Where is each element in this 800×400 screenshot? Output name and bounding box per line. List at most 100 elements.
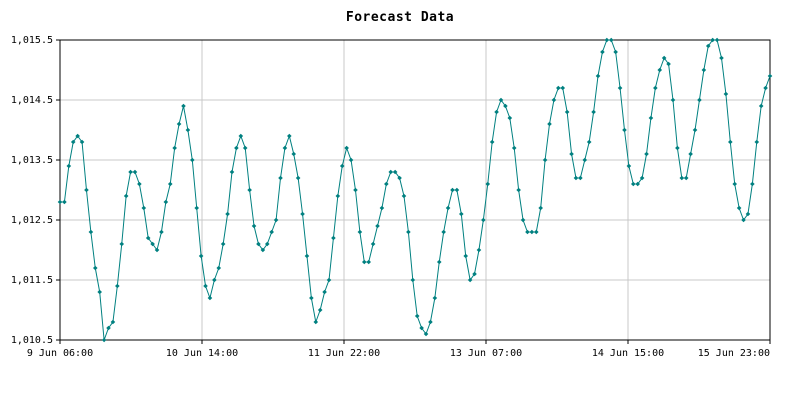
data-point-marker [683, 175, 689, 181]
data-point-marker [511, 145, 517, 151]
x-tick-label: 11 Jun 22:00 [308, 348, 380, 359]
data-point-marker [586, 139, 592, 145]
data-point-marker [264, 241, 270, 247]
data-point-marker [97, 289, 102, 295]
data-point-marker [317, 307, 323, 313]
data-point-marker [578, 175, 583, 181]
data-point-marker [666, 61, 671, 67]
data-point-marker [167, 181, 173, 187]
data-point-marker [454, 187, 460, 193]
data-point-marker [736, 205, 742, 211]
data-point-marker [172, 145, 177, 151]
data-point-marker [604, 37, 610, 43]
x-axis-tick-labels: 9 Jun 06:00 10 Jun 14:00 11 Jun 22:00 13 Ju… [27, 340, 771, 359]
data-point-marker [600, 49, 605, 55]
data-point-marker [754, 139, 760, 145]
data-point-marker [260, 247, 266, 253]
data-point-marker [670, 97, 676, 103]
data-point-marker [348, 157, 354, 163]
data-point-marker [110, 319, 116, 325]
data-point-marker [750, 181, 755, 187]
data-point-marker [459, 211, 464, 217]
data-point-marker [66, 163, 72, 169]
data-point-marker [242, 145, 248, 151]
data-point-marker [313, 319, 319, 325]
data-point-marker [635, 181, 641, 187]
data-point-marker [741, 217, 746, 223]
data-point-marker [688, 151, 693, 157]
series-line [60, 39, 771, 341]
data-point-marker [582, 157, 588, 163]
data-point-marker [538, 205, 543, 211]
data-point-marker [326, 277, 332, 283]
data-point-marker [361, 259, 367, 265]
x-tick-label: 14 Jun 15:00 [592, 348, 664, 359]
data-point-marker [414, 313, 420, 319]
data-point-marker [185, 127, 191, 133]
data-point-marker [62, 199, 67, 205]
y-tick-label: 1,010.5 [11, 335, 53, 346]
data-point-marker [441, 229, 446, 235]
data-point-marker [70, 139, 76, 145]
data-point-marker [591, 109, 596, 115]
data-point-marker [150, 241, 155, 247]
y-tick-label: 1,013.5 [11, 155, 53, 166]
data-point-marker [375, 223, 380, 229]
data-point-marker [357, 229, 363, 235]
data-point-marker [106, 325, 111, 331]
data-point-marker [728, 139, 733, 145]
data-point-marker [141, 205, 147, 211]
data-point-marker [653, 85, 658, 91]
data-point-marker [339, 163, 345, 169]
data-point-marker [657, 67, 663, 73]
data-point-marker [353, 187, 358, 193]
y-tick-label: 1,011.5 [11, 275, 53, 286]
data-point-marker [525, 229, 530, 235]
data-point-marker [556, 85, 561, 91]
data-point-marker [370, 241, 376, 247]
data-point-marker [309, 295, 314, 301]
data-point-marker [767, 73, 773, 79]
data-point-marker [630, 181, 636, 187]
data-point-marker [745, 211, 751, 217]
data-point-marker [494, 109, 499, 115]
data-point-marker [251, 223, 257, 229]
data-point-marker [732, 181, 738, 187]
data-point-marker [763, 85, 768, 91]
data-point-marker [220, 241, 226, 247]
data-point-marker [710, 37, 715, 43]
data-point-marker [392, 169, 398, 175]
data-point-marker [436, 259, 442, 265]
data-point-marker [397, 175, 402, 181]
data-point-marker [388, 169, 394, 175]
data-point-marker [384, 181, 389, 187]
data-point-marker [57, 199, 63, 205]
y-tick-label: 1,012.5 [11, 215, 53, 226]
data-point-marker [101, 337, 107, 343]
data-point-marker [419, 325, 424, 331]
y-tick-label: 1,015.5 [11, 35, 53, 46]
y-tick-label: 1,014.5 [11, 95, 53, 106]
data-point-marker [256, 241, 261, 247]
data-point-marker [304, 253, 310, 259]
data-point-marker [119, 241, 125, 247]
data-point-marker [445, 205, 451, 211]
data-point-marker [115, 283, 120, 289]
data-point-marker [229, 169, 235, 175]
data-point-marker [476, 247, 482, 253]
plot-area-frame [59, 39, 771, 341]
data-point-marker [533, 229, 539, 235]
data-point-marker [595, 73, 601, 79]
data-point-marker [472, 271, 477, 277]
data-point-marker [423, 331, 429, 337]
data-point-marker [617, 85, 623, 91]
data-point-marker [701, 67, 707, 73]
data-point-marker [335, 193, 341, 199]
data-point-marker [88, 229, 94, 235]
x-tick-label: 15 Jun 23:00 [698, 348, 770, 359]
data-point-marker [719, 55, 724, 61]
data-point-marker [287, 133, 292, 139]
data-point-marker [547, 121, 552, 127]
data-point-marker [366, 259, 371, 265]
x-tick-label: 13 Jun 07:00 [450, 348, 522, 359]
